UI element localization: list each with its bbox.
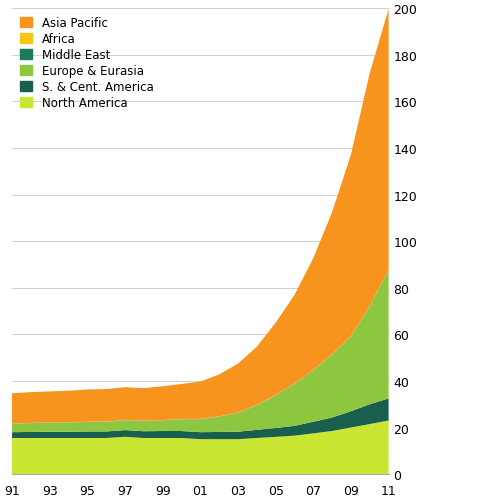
Legend: Asia Pacific, Africa, Middle East, Europe & Eurasia, S. & Cent. America, North A: Asia Pacific, Africa, Middle East, Europ… [18,15,156,112]
